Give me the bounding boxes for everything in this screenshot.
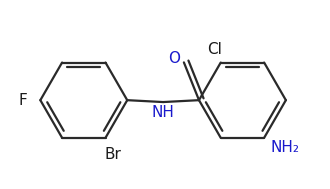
Text: NH₂: NH₂ (270, 140, 299, 155)
Text: NH: NH (152, 105, 175, 120)
Text: O: O (168, 51, 181, 66)
Text: Br: Br (105, 147, 121, 162)
Text: F: F (19, 93, 28, 108)
Text: Cl: Cl (208, 42, 222, 57)
